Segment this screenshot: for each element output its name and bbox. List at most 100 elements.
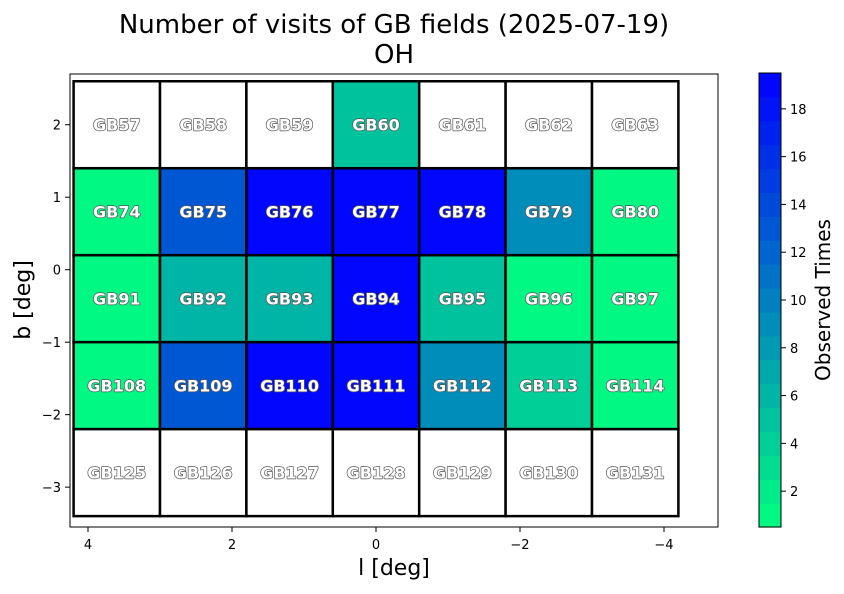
field-label-gb79: GB79: [525, 203, 573, 222]
field-cell-gb125: [72, 427, 162, 518]
field-label-gb58: GB58: [179, 116, 227, 135]
field-label-gb97: GB97: [611, 290, 659, 309]
field-cell-gb76: [245, 166, 335, 257]
colorbar-tick-label: 10: [790, 294, 807, 309]
field-label-gb77: GB77: [352, 203, 400, 222]
field-label-gb112: GB112: [433, 377, 492, 396]
field-label-gb111: GB111: [347, 377, 406, 396]
field-label-gb60: GB60: [352, 116, 400, 135]
field-cell-gb97: [590, 253, 680, 344]
field-label-gb109: GB109: [174, 377, 233, 396]
y-tick-label: 2: [53, 119, 61, 134]
field-cell-gb57: [72, 79, 162, 170]
x-tick-label: 0: [372, 538, 380, 553]
colorbar-segment: [759, 335, 781, 361]
colorbar-segment: [759, 359, 781, 385]
colorbar-tick-label: 6: [790, 390, 798, 405]
colorbar-tick-label: 2: [790, 485, 798, 500]
colorbar-segment: [759, 264, 781, 289]
field-cell-gb96: [504, 253, 594, 344]
colorbar-segment: [759, 407, 781, 433]
colorbar-segment: [759, 503, 781, 528]
plot-area: GB57 GB58 GB59 GB60 GB61 GB62 GB63 GB74 GB75 GB76…: [42, 73, 719, 553]
field-label-gb94: GB94: [352, 290, 400, 309]
colorbar-segment: [759, 73, 781, 98]
field-cell-gb131: [590, 427, 680, 518]
field-label-gb96: GB96: [525, 290, 573, 309]
x-tick-label: 2: [228, 538, 236, 553]
chart-subtitle: OH: [374, 40, 414, 70]
field-label-gb62: GB62: [525, 116, 573, 135]
field-label-gb76: GB76: [266, 203, 314, 222]
field-cell-gb92: [158, 253, 248, 344]
field-label-gb63: GB63: [611, 116, 659, 135]
colorbar-tick-label: 14: [790, 198, 807, 213]
colorbar-segment: [759, 383, 781, 409]
field-label-gb113: GB113: [519, 377, 578, 396]
colorbar-label: Observed Times: [811, 219, 835, 381]
field-label-gb127: GB127: [260, 464, 319, 483]
field-label-gb92: GB92: [179, 290, 227, 309]
colorbar-segment: [759, 288, 781, 313]
colorbar-tick-label: 18: [790, 103, 807, 118]
colorbar-segment: [759, 216, 781, 241]
axes-frame: [69, 73, 719, 528]
colorbar-segment: [759, 96, 781, 122]
colorbar-tick-label: 16: [790, 151, 807, 166]
field-label-gb75: GB75: [179, 203, 227, 222]
field-cell-gb80: [590, 166, 680, 257]
field-cell-gb62: [504, 79, 594, 170]
field-label-gb80: GB80: [611, 203, 659, 222]
colorbar-segment: [759, 431, 781, 456]
field-label-gb131: GB131: [606, 464, 665, 483]
field-cell-gb127: [245, 427, 335, 518]
colorbar-segment: [759, 311, 781, 337]
colorbar-segment: [759, 192, 781, 217]
y-tick-label: −2: [42, 409, 61, 424]
field-label-gb93: GB93: [266, 290, 314, 309]
colorbar-segment: [759, 479, 781, 504]
x-tick-label: −4: [654, 538, 673, 553]
field-cell-gb130: [504, 427, 594, 518]
chart-title: Number of visits of GB fields (2025-07-1…: [119, 10, 669, 40]
colorbar-segment: [759, 168, 781, 194]
field-label-gb57: GB57: [93, 116, 141, 135]
colorbar-segment: [759, 144, 781, 170]
field-label-gb108: GB108: [87, 377, 146, 396]
field-label-gb129: GB129: [433, 464, 492, 483]
field-cell-gb113: [504, 340, 594, 431]
field-label-gb91: GB91: [93, 290, 141, 309]
field-cell-gb95: [417, 253, 507, 344]
field-cell-gb78: [417, 166, 507, 257]
colorbar-tick-label: 4: [790, 437, 798, 452]
y-axis-label: b [deg]: [11, 260, 36, 340]
colorbar-segment: [759, 455, 781, 480]
x-axis-label: l [deg]: [358, 556, 430, 581]
colorbar-tick-label: 8: [790, 342, 798, 357]
field-label-gb95: GB95: [439, 290, 487, 309]
colorbar-segment: [759, 240, 781, 265]
field-label-gb78: GB78: [439, 203, 487, 222]
field-label-gb74: GB74: [93, 203, 141, 222]
field-cell-gb114: [590, 340, 680, 431]
x-tick-label: −2: [510, 538, 529, 553]
field-label-gb110: GB110: [260, 377, 319, 396]
field-label-gb126: GB126: [174, 464, 233, 483]
field-cell-gb108: [72, 340, 162, 431]
field-label-gb59: GB59: [266, 116, 314, 135]
y-tick-label: −3: [42, 481, 61, 496]
colorbar-tick-label: 12: [790, 246, 807, 261]
colorbar-segment: [759, 120, 781, 146]
field-cell-gb74: [72, 166, 162, 257]
y-tick-label: 1: [53, 191, 61, 206]
field-cell-gb58: [158, 79, 248, 170]
field-cell-gb93: [245, 253, 335, 344]
field-label-gb125: GB125: [87, 464, 146, 483]
x-tick-label: 4: [84, 538, 92, 553]
field-cell-gb109: [158, 340, 248, 431]
field-label-gb114: GB114: [606, 377, 665, 396]
y-tick-label: 0: [53, 264, 61, 279]
field-label-gb128: GB128: [347, 464, 406, 483]
